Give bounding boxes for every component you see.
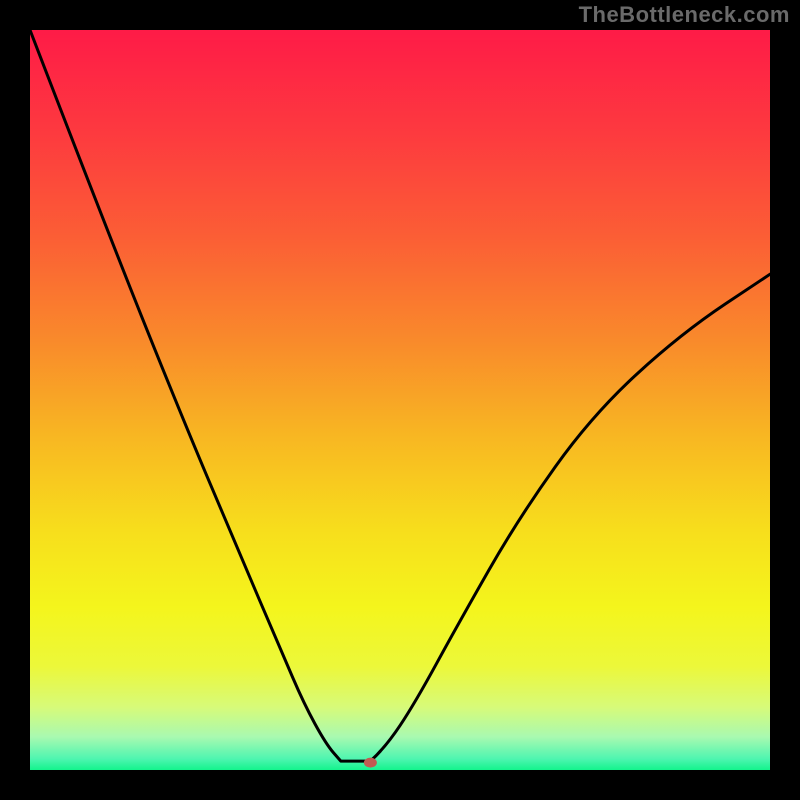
gradient-background [30, 30, 770, 770]
plot-area [30, 30, 770, 770]
optimal-point-marker [364, 758, 377, 768]
watermark-text: TheBottleneck.com [579, 2, 790, 28]
chart-container: TheBottleneck.com [0, 0, 800, 800]
chart-svg [30, 30, 770, 770]
